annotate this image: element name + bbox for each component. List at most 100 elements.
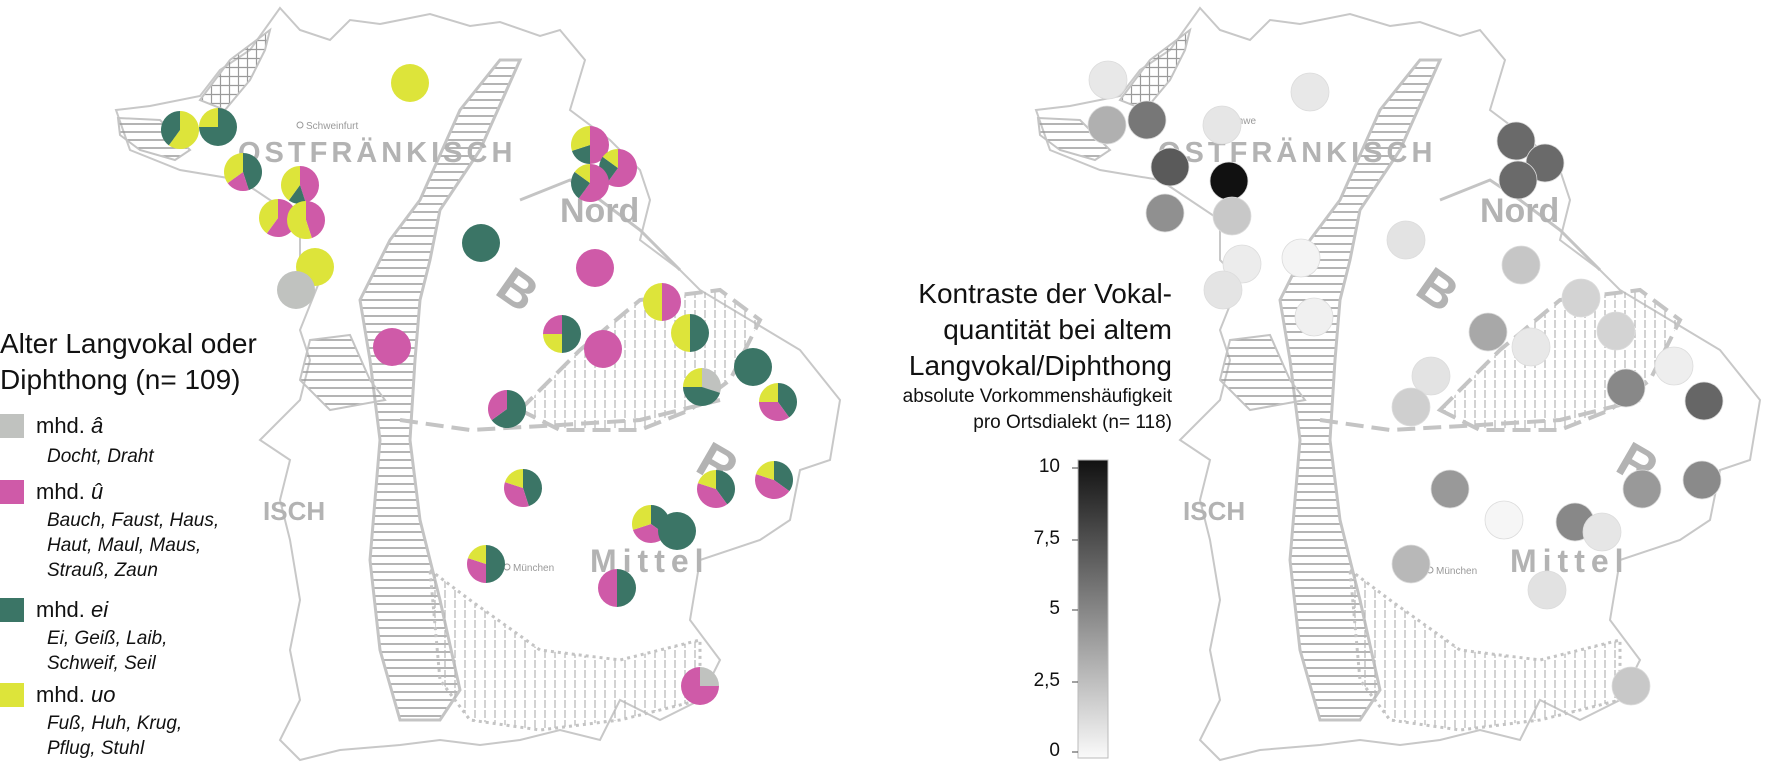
pie-slice: [671, 314, 690, 352]
grey-marker: [1496, 121, 1536, 161]
pie-slice: [734, 348, 772, 386]
grey-marker: [1411, 356, 1451, 396]
region-label-isch-left: ISCH: [263, 496, 325, 526]
pie-slice: [632, 524, 667, 543]
grey-marker: [1088, 60, 1128, 100]
pie-marker: [224, 153, 262, 191]
pie-marker: [576, 249, 614, 287]
map-left: OSTFRÄNKISCH Nord B R Mittel ISCH Schwei…: [114, 6, 842, 762]
pie-marker: [161, 111, 199, 149]
pie-slice: [562, 315, 581, 353]
pie-slice: [658, 512, 696, 550]
pie-slice: [683, 387, 721, 407]
pie-slice: [543, 315, 562, 334]
pie-slice: [300, 166, 320, 204]
contrast-map-subtitle: absolute Vorkommenshäufigkeit pro Ortsdi…: [902, 386, 1172, 433]
pie-marker: [759, 383, 797, 422]
pie-slice: [759, 402, 790, 422]
pie-slice: [462, 224, 500, 262]
pie-slice: [584, 330, 622, 368]
pie-marker: [504, 469, 542, 507]
pie-slice: [543, 334, 562, 353]
hatch-west-left: [116, 116, 192, 162]
grey-marker: [1484, 500, 1524, 540]
pie-slice: [571, 145, 590, 164]
pie-slice: [224, 153, 243, 184]
pie-marker: [277, 271, 315, 309]
grey-marker: [1391, 387, 1431, 427]
legend-swatch-u: [0, 480, 24, 504]
legend-words-u: Bauch, Faust, Haus, Haut, Maul, Maus, St…: [47, 510, 220, 581]
pie-slice: [168, 111, 199, 149]
pie-marker: [683, 368, 721, 407]
legend-item-u: mhd. û: [0, 479, 103, 505]
pie-slice: [606, 149, 638, 187]
grey-marker: [1212, 196, 1252, 236]
pie-slice: [690, 314, 709, 352]
city-label-schweinfurt-left: Schweinfurt: [306, 121, 358, 132]
pie-marker: [599, 149, 638, 187]
pie-slice: [571, 171, 590, 199]
pie-marker: [199, 108, 237, 146]
pie-marker: [681, 667, 719, 705]
legend-item-a: mhd. â: [0, 413, 103, 439]
pie-marker: [734, 348, 772, 386]
pie-slice: [617, 569, 636, 607]
grey-marker: [1682, 460, 1722, 500]
pie-slice: [288, 185, 306, 205]
pie-slice: [259, 199, 278, 234]
pie-marker: [571, 164, 610, 203]
pie-marker: [696, 470, 736, 509]
grey-marker: [1561, 278, 1601, 318]
scale-bar: [1077, 459, 1109, 759]
scale-tick-10: 10: [1038, 456, 1060, 477]
pie-slice: [306, 201, 326, 239]
region-label-ostfraenkisch-left: OSTFRÄNKISCH: [238, 136, 516, 169]
pie-slice: [571, 126, 590, 151]
grey-marker: [1606, 368, 1646, 408]
pie-marker: [287, 201, 326, 239]
pie-marker: [584, 330, 622, 368]
pie-slice: [755, 461, 774, 480]
city-label-muenchen-left: München: [513, 563, 554, 574]
grey-marker: [1209, 161, 1249, 201]
grey-marker: [1511, 327, 1551, 367]
legend-item-uo: mhd. uo: [0, 682, 116, 708]
pie-marker: [598, 569, 636, 607]
legend-label-uo: mhd. uo: [36, 682, 116, 707]
river-right: [1439, 178, 1602, 272]
grey-marker: [1087, 105, 1127, 145]
grey-marker: [1468, 312, 1508, 352]
legend-title-line1: Alter Langvokal oder: [0, 328, 257, 359]
pie-slice: [578, 164, 610, 203]
pie-slice: [574, 164, 590, 183]
scale-tick-5: 5: [1049, 598, 1060, 619]
pie-slice: [486, 545, 505, 583]
legend-swatch-uo: [0, 683, 24, 707]
pie-slice: [632, 505, 651, 530]
pie-slice: [467, 558, 486, 583]
pie-slice: [161, 111, 180, 146]
legend-label-a: mhd. â: [36, 413, 104, 438]
grey-marker: [1596, 311, 1636, 351]
map-right: OSTFRÄNKISCH Nord B R Mittel ISCH Schwe …: [1034, 6, 1762, 762]
scale-tick-7-5: 7,5: [1033, 528, 1060, 549]
pie-slice: [590, 126, 609, 164]
grey-marker: [1150, 147, 1190, 187]
grey-marker: [1202, 105, 1242, 145]
scale-tick-0: 0: [1049, 740, 1060, 761]
legend-words-ei: Ei, Geiß, Laib, Schweif, Seil: [47, 628, 168, 674]
pie-slice: [716, 470, 736, 505]
pie-marker: [755, 461, 793, 500]
pie-slice: [491, 390, 526, 428]
legend-title-line2: Diphthong (n= 109): [0, 364, 241, 395]
pie-slice: [467, 545, 486, 564]
pie-marker: [373, 328, 411, 366]
pie-marker: [391, 64, 429, 102]
pie-slice: [643, 283, 662, 321]
pie-marker: [571, 126, 609, 164]
grey-marker: [1527, 570, 1567, 610]
pie-marker: [281, 166, 320, 205]
grey-marker: [1391, 544, 1431, 584]
